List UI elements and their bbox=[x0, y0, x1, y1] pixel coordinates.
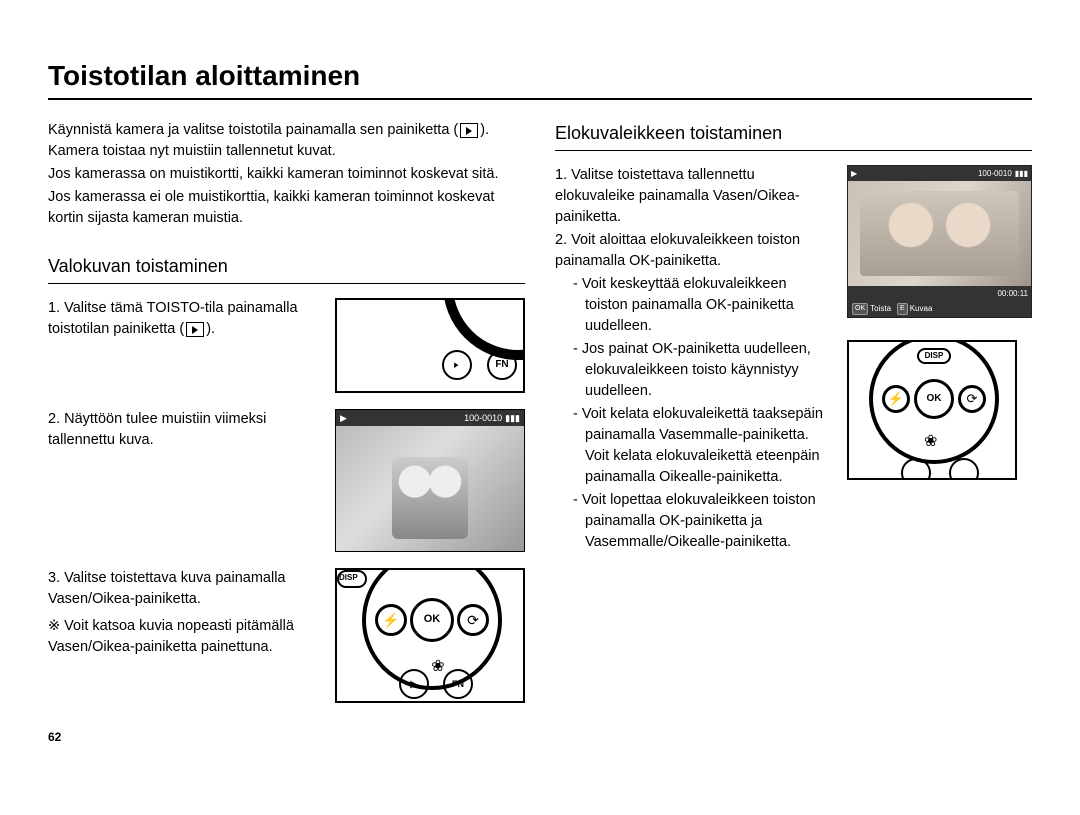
right-subheading: Elokuvaleikkeen toistaminen bbox=[555, 120, 1032, 151]
left-subheading: Valokuvan toistaminen bbox=[48, 253, 525, 284]
figure-control-pad-2: DISP ⚡ OK ⟳ ❀ bbox=[847, 340, 1017, 480]
right-column: Elokuvaleikkeen toistaminen 1. Valitse t… bbox=[555, 120, 1032, 747]
page-number: 62 bbox=[48, 729, 525, 746]
pad-disp-label: DISP bbox=[337, 570, 367, 588]
pad2-ok-button: OK bbox=[914, 379, 954, 419]
page-title: Toistotilan aloittaminen bbox=[48, 60, 1032, 100]
lcd2-e-key: E bbox=[897, 303, 908, 315]
right-step2d: - Voit lopettaa elokuvaleikkeen toiston … bbox=[573, 490, 833, 553]
lcd-photo-placeholder bbox=[392, 457, 467, 538]
figure-lcd-movie: ▶ 100-0010 ▮▮▮ 00:00:11 OK Toista bbox=[847, 165, 1032, 318]
pad2-disp-label: DISP bbox=[917, 348, 951, 364]
lcd2-photo-placeholder bbox=[860, 191, 1019, 276]
lcd2-capture-label: Kuvaa bbox=[910, 303, 933, 315]
left-step1: 1. Valitse tämä TOISTO-tila painamalla t… bbox=[48, 298, 321, 340]
left-step3: 3. Valitse toistettava kuva painamalla V… bbox=[48, 568, 321, 610]
intro-line-1: Käynnistä kamera ja valitse toistotila p… bbox=[48, 120, 525, 162]
pad2-macro-icon: ❀ bbox=[924, 430, 937, 453]
lcd2-file-counter: 100-0010 bbox=[978, 168, 1012, 180]
right-step2: 2. Voit aloittaa elokuvaleikkeen toiston… bbox=[555, 230, 833, 272]
lcd2-time: 00:00:11 bbox=[997, 288, 1028, 300]
right-step2b: - Jos painat OK-painiketta uudelleen, el… bbox=[573, 339, 833, 402]
pad-ok-button: OK bbox=[410, 598, 454, 642]
left-step2: 2. Näyttöön tulee muistiin viimeksi tall… bbox=[48, 409, 321, 451]
figure-control-pad: DISP ⚡ OK ⟳ ❀ ▶ FN bbox=[335, 568, 525, 703]
right-step2c: - Voit kelata elokuvaleikettä taaksepäin… bbox=[573, 404, 833, 488]
lcd-file-counter: 100-0010 bbox=[464, 412, 502, 425]
playback-icon bbox=[186, 322, 204, 337]
lcd-play-icon: ▶ bbox=[340, 412, 347, 425]
lcd-battery-icon: ▮▮▮ bbox=[505, 412, 520, 425]
pad-play-icon: ▶ bbox=[399, 669, 429, 699]
dial-play-button-icon bbox=[442, 350, 472, 380]
lcd2-battery-icon: ▮▮▮ bbox=[1015, 168, 1028, 180]
right-text-block: 1. Valitse toistettava tallennettu eloku… bbox=[555, 165, 833, 555]
right-step1: 1. Valitse toistettava tallennettu eloku… bbox=[555, 165, 833, 228]
pad-fn-icon: FN bbox=[443, 669, 473, 699]
intro-line-3: Jos kamerassa ei ole muistikorttia, kaik… bbox=[48, 187, 525, 229]
left-step3-block: 3. Valitse toistettava kuva painamalla V… bbox=[48, 568, 321, 664]
pad2-flash-icon: ⚡ bbox=[882, 385, 910, 413]
left-note: ※ Voit katsoa kuvia nopeasti pitämällä V… bbox=[48, 616, 321, 658]
intro-block: Käynnistä kamera ja valitse toistotila p… bbox=[48, 120, 525, 229]
playback-icon bbox=[460, 123, 478, 138]
pad-timer-icon: ⟳ bbox=[457, 604, 489, 636]
lcd2-ok-key: OK bbox=[852, 303, 868, 315]
left-column: Käynnistä kamera ja valitse toistotila p… bbox=[48, 120, 525, 747]
figure-camera-dial: FN bbox=[335, 298, 525, 393]
pad-flash-icon: ⚡ bbox=[375, 604, 407, 636]
pad2-timer-icon: ⟳ bbox=[958, 385, 986, 413]
intro-line-2: Jos kamerassa on muistikortti, kaikki ka… bbox=[48, 164, 525, 185]
lcd2-play-icon: ▶ bbox=[851, 168, 857, 180]
figure-lcd-photo: ▶ 100-0010 ▮▮▮ bbox=[335, 409, 525, 552]
dial-fn-button-icon: FN bbox=[487, 350, 517, 380]
right-step2a: - Voit keskeyttää elokuvaleikkeen toisto… bbox=[573, 274, 833, 337]
lcd2-play-label: Toista bbox=[870, 303, 891, 315]
